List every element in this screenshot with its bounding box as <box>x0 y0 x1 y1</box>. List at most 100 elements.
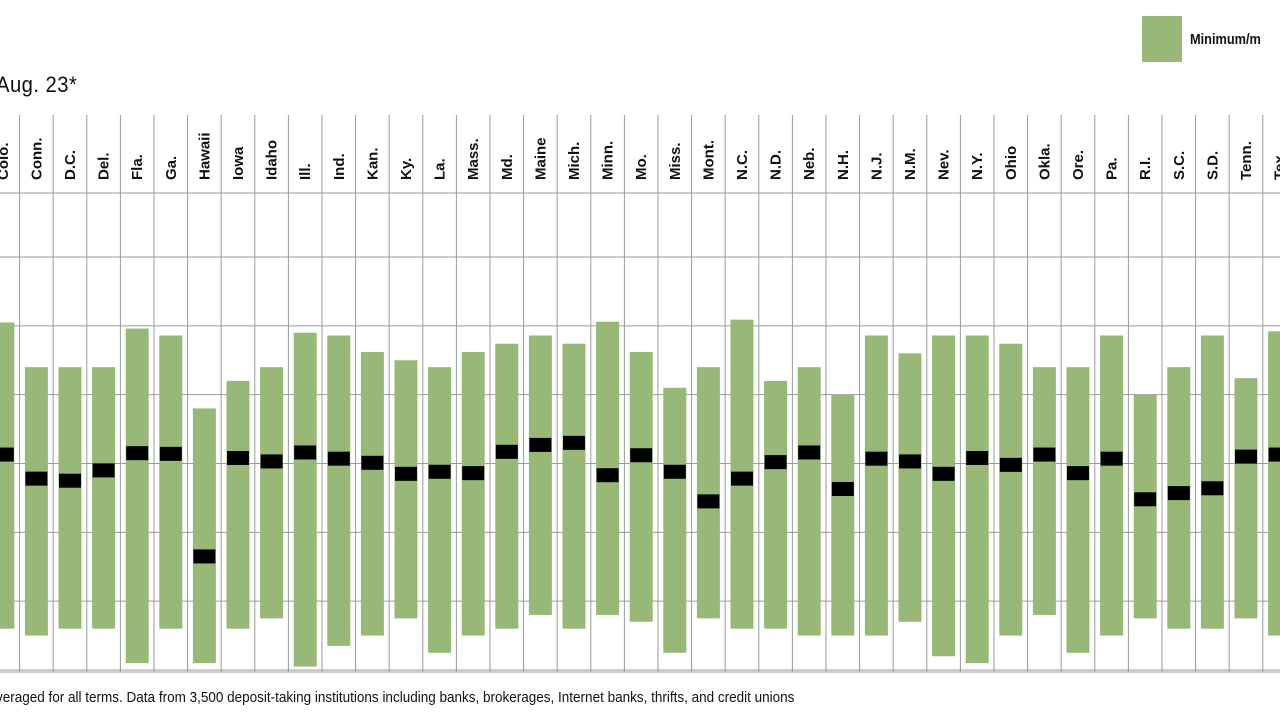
range-bar-idaho <box>260 367 284 619</box>
category-label-n-c: N.C. <box>734 150 751 180</box>
category-label-miss: Miss. <box>667 142 684 180</box>
average-marker-mass <box>462 466 485 481</box>
category-label-tex: Tex. <box>1272 151 1280 180</box>
category-label-ga: Ga. <box>163 156 180 180</box>
average-marker-n-y <box>966 450 989 465</box>
average-marker-s-d <box>1201 481 1224 496</box>
range-bar-pa <box>1100 335 1124 636</box>
category-label-mo: Mo. <box>633 154 650 180</box>
range-bar-iowa <box>226 380 250 629</box>
range-bar-mo <box>629 351 653 622</box>
category-label-maine: Maine <box>532 137 549 180</box>
chart-footnote: veraged for all terms. Data from 3,500 d… <box>0 689 795 706</box>
category-label-conn: Conn. <box>28 138 45 181</box>
average-marker-colo <box>0 447 14 462</box>
average-marker-r-i <box>1134 492 1157 507</box>
average-marker-iowa <box>227 450 249 465</box>
average-marker-n-m <box>899 454 921 469</box>
average-marker-tenn <box>1235 449 1257 464</box>
average-marker-la <box>428 464 451 479</box>
average-marker-hawaii <box>193 549 216 564</box>
category-label-n-j: N.J. <box>868 152 885 180</box>
range-bar-la <box>428 367 452 653</box>
average-marker-mich <box>563 435 585 450</box>
range-bar-neb <box>797 367 821 636</box>
average-marker-pa <box>1100 451 1123 466</box>
range-bar-fla <box>125 328 149 664</box>
range-bar-n-y <box>965 335 989 664</box>
category-label-nev: Nev. <box>936 149 953 180</box>
range-bar-n-h <box>831 394 855 636</box>
range-bar-mich <box>562 343 586 629</box>
category-label-ill: Ill. <box>297 163 314 180</box>
category-label-n-d: N.D. <box>768 150 785 180</box>
range-bar-del <box>92 367 116 629</box>
range-bar-n-d <box>764 380 788 629</box>
range-bar-ky <box>394 360 418 619</box>
average-marker-ore <box>1067 466 1089 481</box>
category-label-fla: Fla. <box>129 154 146 180</box>
range-bar-nev <box>932 335 956 657</box>
legend-swatch <box>1142 16 1182 62</box>
range-bar-okla <box>1032 367 1056 615</box>
range-bar-ill <box>293 332 317 667</box>
range-bar-r-i <box>1133 394 1157 619</box>
category-label-mont: Mont. <box>700 140 717 180</box>
category-label-r-i: R.I. <box>1137 157 1154 180</box>
average-marker-s-c <box>1167 486 1190 501</box>
legend-label: Minimum/m <box>1190 31 1261 48</box>
range-bar-d-c <box>58 367 82 629</box>
average-marker-miss <box>663 464 686 479</box>
category-label-s-d: S.D. <box>1204 151 1221 180</box>
average-marker-mont <box>697 494 720 509</box>
average-marker-ky <box>395 466 417 481</box>
range-bar-conn <box>24 367 48 636</box>
category-label-ky: Ky. <box>398 158 415 180</box>
range-bar-tenn <box>1234 378 1258 619</box>
category-label-d-c: D.C. <box>62 150 79 180</box>
range-bar-hawaii <box>192 408 216 664</box>
category-label-md: Md. <box>499 154 516 180</box>
category-label-iowa: Iowa <box>230 146 247 180</box>
category-label-idaho: Idaho <box>264 140 281 180</box>
category-label-minn: Minn. <box>600 141 617 180</box>
average-marker-neb <box>798 445 821 460</box>
category-label-ohio: Ohio <box>1003 146 1020 180</box>
average-marker-ohio <box>999 457 1022 472</box>
average-marker-fla <box>126 446 149 461</box>
range-bar-tex <box>1268 331 1280 636</box>
average-marker-n-j <box>865 451 888 466</box>
range-bar-ga <box>159 335 183 629</box>
range-bar-maine <box>528 335 552 615</box>
category-label-n-h: N.H. <box>835 150 852 180</box>
range-bar-md <box>495 343 519 629</box>
average-marker-del <box>92 463 115 478</box>
category-label-hawaii: Hawaii <box>196 132 213 180</box>
average-marker-nev <box>932 466 955 481</box>
category-label-la: La. <box>432 158 449 180</box>
range-bar-n-j <box>864 335 888 636</box>
category-label-mass: Mass. <box>465 138 482 180</box>
category-label-okla: Okla. <box>1036 143 1053 180</box>
average-marker-okla <box>1033 447 1056 462</box>
range-bar-mass <box>461 351 485 636</box>
average-marker-mo <box>630 448 653 463</box>
category-label-ore: Ore. <box>1070 150 1087 180</box>
range-bar-miss <box>663 387 687 653</box>
average-marker-ga <box>159 446 182 461</box>
average-marker-tex <box>1268 447 1280 462</box>
range-bar-colo <box>0 322 15 629</box>
range-bar-mont <box>696 367 720 619</box>
average-marker-n-c <box>731 471 753 486</box>
range-bar-ind <box>327 335 351 646</box>
category-label-neb: Neb. <box>801 147 818 180</box>
category-label-pa: Pa. <box>1104 157 1121 180</box>
category-label-mich: Mich. <box>566 142 583 180</box>
category-label-n-y: N.Y. <box>969 152 986 180</box>
average-marker-n-d <box>764 455 787 470</box>
category-label-n-m: N.M. <box>902 148 919 180</box>
average-marker-conn <box>25 471 48 486</box>
average-marker-minn <box>596 468 619 483</box>
category-label-del: Del. <box>96 152 113 180</box>
